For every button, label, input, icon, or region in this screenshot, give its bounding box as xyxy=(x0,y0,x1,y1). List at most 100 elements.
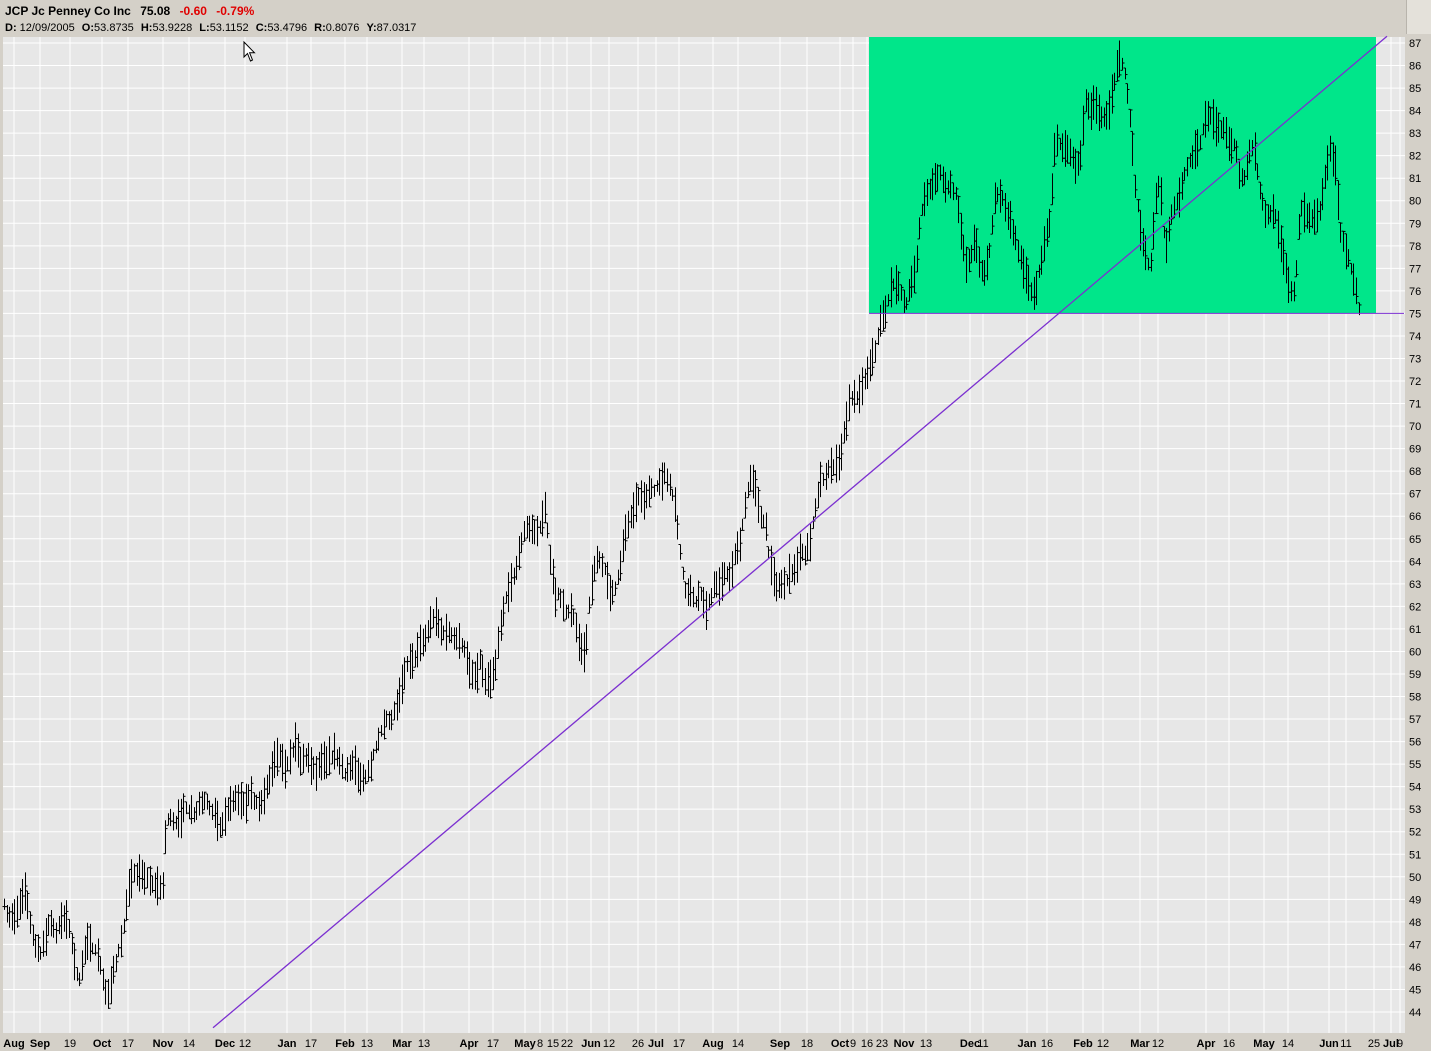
y-tick-label: 61 xyxy=(1409,624,1421,636)
ohlc-bar xyxy=(1169,204,1174,225)
ohlc-bar xyxy=(668,473,673,496)
y-tick-label: 80 xyxy=(1409,196,1421,208)
ohlc-bar xyxy=(803,545,808,566)
ohlc-bar xyxy=(883,295,888,329)
ohlc-bar xyxy=(1078,140,1083,171)
ohlc-bar xyxy=(590,564,595,606)
ohlc-bar xyxy=(740,518,745,531)
ohlc-bar xyxy=(1346,249,1351,267)
ohlc-bar xyxy=(181,793,186,823)
price-change: -0.60 xyxy=(179,4,207,18)
low-value: 53.1152 xyxy=(209,22,249,34)
ohlc-bar xyxy=(124,889,129,922)
ohlc-bar xyxy=(974,228,979,264)
ohlc-bar xyxy=(1024,256,1029,294)
ohlc-bar xyxy=(1047,208,1052,238)
x-tick-label: 17 xyxy=(305,1038,317,1050)
y-tick-label: 66 xyxy=(1409,511,1421,523)
y-tick-label: 52 xyxy=(1409,827,1421,839)
ohlc-bar xyxy=(618,550,623,582)
y-tick-label: 58 xyxy=(1409,692,1421,704)
x-tick-label: Feb xyxy=(335,1038,355,1050)
y-cursor-value: 87.0317 xyxy=(376,22,417,34)
ohlc-bar xyxy=(400,664,405,705)
ohlc-bar xyxy=(72,942,77,981)
low-label: L: xyxy=(199,22,210,34)
ohlc-bar xyxy=(878,304,883,337)
y-tick-label: 87 xyxy=(1409,38,1421,50)
ohlc-bar xyxy=(1354,277,1359,305)
ohlc-bar xyxy=(605,561,610,600)
ohlc-bar xyxy=(200,791,205,815)
x-tick-label: 11 xyxy=(977,1038,988,1050)
ohlc-bar xyxy=(948,170,953,199)
scroll-thumb[interactable] xyxy=(1406,0,1431,34)
ohlc-bar xyxy=(298,746,303,776)
ohlc-bar xyxy=(1341,230,1346,252)
ohlc-bar xyxy=(519,532,524,554)
x-tick-label: 25 xyxy=(1368,1038,1380,1050)
ohlc-bar xyxy=(80,950,85,981)
y-tick-label: 81 xyxy=(1409,173,1421,185)
x-tick-label: Apr xyxy=(460,1038,480,1050)
ohlc-bar xyxy=(870,337,875,376)
x-tick-label: Oct xyxy=(831,1038,850,1050)
ohlc-bar xyxy=(1052,132,1057,167)
x-tick-label: 13 xyxy=(418,1038,430,1050)
ohlc-bar xyxy=(678,543,683,560)
x-tick-label: Aug xyxy=(3,1038,24,1050)
ohlc-bar xyxy=(363,769,368,785)
ohlc-bar xyxy=(569,593,574,628)
x-tick-label: 26 xyxy=(632,1038,644,1050)
ohlc-bar xyxy=(964,246,969,283)
x-tick-label: 18 xyxy=(801,1038,813,1050)
ohlc-bar xyxy=(675,515,680,540)
ohlc-bar xyxy=(1260,192,1265,211)
ohlc-bar xyxy=(1013,225,1018,251)
x-tick-label: Apr xyxy=(1197,1038,1217,1050)
ohlc-bar xyxy=(36,934,41,963)
ohlc-bar xyxy=(1154,182,1159,215)
ohlc-bar xyxy=(756,486,761,523)
ohlc-bar xyxy=(587,596,592,614)
x-tick-label: 14 xyxy=(1282,1038,1294,1050)
ohlc-bar xyxy=(681,566,686,580)
x-tick-label: 16 xyxy=(1041,1038,1053,1050)
ohlc-bar xyxy=(896,271,901,302)
ohlc-bar xyxy=(1039,245,1044,275)
ohlc-bar xyxy=(478,649,483,670)
x-axis: Aug Sep 19 Oct 17 Nov 14 Dec 12 Jan 17 Feb 13 Mar 13 Ap… xyxy=(3,1038,1403,1050)
ohlc-bar xyxy=(265,774,270,799)
ohlc-bar xyxy=(283,749,288,789)
trendline[interactable] xyxy=(212,35,1388,1029)
x-tick-label: 23 xyxy=(876,1038,888,1050)
ohlc-bar xyxy=(813,498,818,518)
ohlc-bar xyxy=(1338,222,1343,243)
y-tick-label: 62 xyxy=(1409,601,1421,613)
ohlc-bar xyxy=(709,588,714,606)
y-tick-label: 45 xyxy=(1409,984,1421,996)
y-tick-label: 48 xyxy=(1409,917,1421,929)
x-tick-label: Aug xyxy=(702,1038,723,1050)
x-tick-label: 19 xyxy=(64,1038,76,1050)
ohlc-bar xyxy=(1297,214,1302,240)
ohlc-bar xyxy=(275,737,280,777)
ohlc-bar xyxy=(389,709,394,731)
y-tick-label: 84 xyxy=(1409,106,1421,118)
x-tick-label: 11 xyxy=(1340,1038,1351,1050)
y-tick-label: 72 xyxy=(1409,376,1421,388)
y-tick-label: 44 xyxy=(1409,1007,1421,1019)
ohlc-bar xyxy=(25,890,30,920)
ohlc-bar xyxy=(613,581,618,596)
x-tick-label: Jun xyxy=(1319,1038,1339,1050)
ohlc-bar xyxy=(111,955,116,984)
ohlc-bar xyxy=(610,579,615,605)
last-price: 75.08 xyxy=(140,4,171,18)
x-tick-label: 14 xyxy=(183,1038,195,1050)
x-tick-label: 22 xyxy=(561,1038,573,1050)
y-tick-label: 53 xyxy=(1409,804,1421,816)
ohlc-bar xyxy=(23,872,28,911)
range-label: R: xyxy=(314,22,326,34)
ohlc-bar xyxy=(584,624,589,655)
